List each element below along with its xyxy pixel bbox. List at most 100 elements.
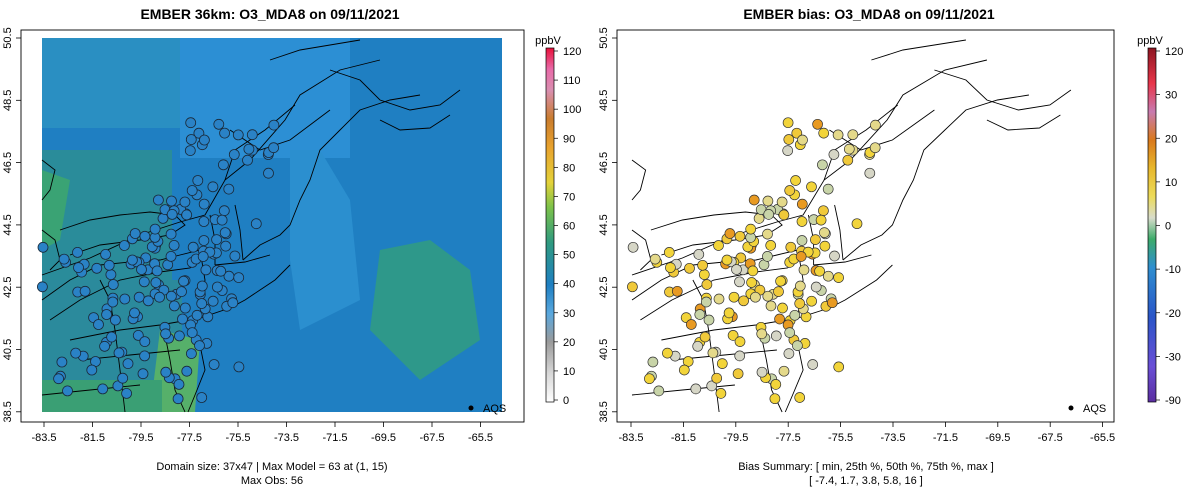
right-site-marker xyxy=(713,293,725,305)
right-site-marker xyxy=(794,298,806,309)
left-site-marker xyxy=(129,307,140,319)
right-site-marker xyxy=(792,340,803,351)
right-map-borders xyxy=(631,39,1072,413)
right-site-marker xyxy=(765,300,777,312)
left-site-marker xyxy=(103,259,115,271)
right-site-marker xyxy=(806,295,817,307)
left-site-marker xyxy=(112,380,124,392)
right-x-tick-label: -83.5 xyxy=(618,432,643,444)
left-site-marker xyxy=(121,387,132,399)
right-site-marker xyxy=(711,372,723,384)
right-site-marker xyxy=(762,290,774,302)
right-site-marker xyxy=(765,240,777,251)
left-site-marker xyxy=(142,295,154,307)
right-x-tick-label: -81.5 xyxy=(671,432,696,444)
right-bias-map xyxy=(617,30,1114,422)
right-site-marker xyxy=(833,272,844,283)
left-site-marker xyxy=(197,251,209,262)
left-site-marker xyxy=(157,212,169,224)
left-site-marker xyxy=(198,134,210,146)
out-of-domain-right xyxy=(502,30,524,422)
left-site-marker xyxy=(139,350,151,362)
right-site-marker xyxy=(785,241,797,253)
left-border-line xyxy=(234,204,244,261)
left-site-marker xyxy=(129,228,141,239)
right-legend-unit: ppbV xyxy=(1137,35,1163,47)
right-site-marker xyxy=(756,328,768,340)
left-site-marker xyxy=(173,378,185,390)
right-aqs-marker-dot xyxy=(1068,405,1074,411)
right-x-tick-label: -79.5 xyxy=(723,432,748,444)
left-site-marker xyxy=(181,365,193,377)
left-border-line xyxy=(41,159,56,201)
right-site-marker xyxy=(647,356,659,368)
right-site-marker xyxy=(627,241,639,253)
right-border-line xyxy=(631,229,652,271)
left-site-marker xyxy=(181,209,193,221)
left-x-tick-label: -69.5 xyxy=(371,432,396,444)
left-site-marker xyxy=(139,336,151,348)
left-site-marker xyxy=(172,393,184,405)
left-chart-title: EMBER 36km: O3_MDA8 on 09/11/2021 xyxy=(140,6,399,22)
left-site-marker xyxy=(187,241,199,253)
left-cb-tick-label: 50 xyxy=(563,250,575,262)
left-cb-tick-label: 100 xyxy=(563,104,581,116)
left-x-tick-label: -79.5 xyxy=(128,432,153,444)
left-site-marker xyxy=(150,277,162,288)
right-site-marker xyxy=(795,251,807,262)
model-field-northwest xyxy=(42,38,192,128)
right-colorbar xyxy=(1147,47,1157,403)
right-y-tick-label: 42.5 xyxy=(598,276,610,297)
right-site-marker xyxy=(773,286,784,297)
left-model-map xyxy=(21,30,524,422)
left-site-marker xyxy=(73,262,84,274)
right-site-marker xyxy=(649,253,661,265)
right-site-marker xyxy=(732,368,744,380)
right-site-marker xyxy=(870,119,881,131)
right-cb-tick-label: 20 xyxy=(1165,133,1177,145)
right-site-marker xyxy=(747,265,759,277)
right-x-tick-label: -65.5 xyxy=(1090,432,1115,444)
left-site-marker xyxy=(176,286,187,298)
right-site-marker xyxy=(818,205,829,217)
left-site-marker xyxy=(179,302,191,314)
left-site-marker xyxy=(185,134,197,145)
right-site-marker xyxy=(796,216,808,227)
right-site-marker xyxy=(715,388,727,399)
left-border-line xyxy=(224,104,296,181)
left-y-tick-label: 46.5 xyxy=(2,152,14,173)
left-site-marker xyxy=(107,279,119,290)
right-y-tick-label: 40.5 xyxy=(598,339,610,360)
left-site-marker xyxy=(56,356,68,368)
right-site-marker xyxy=(819,227,830,238)
right-site-marker xyxy=(810,281,822,293)
right-site-marker xyxy=(807,359,819,370)
left-border-line xyxy=(214,254,271,266)
right-site-marker xyxy=(706,380,718,392)
right-site-marker xyxy=(662,347,673,359)
right-site-marker xyxy=(783,348,795,359)
left-site-marker xyxy=(268,142,280,154)
left-site-marker xyxy=(133,291,145,303)
right-y-tick-label: 38.5 xyxy=(598,401,610,422)
right-site-marker xyxy=(784,185,796,196)
left-x-tick-label: -73.5 xyxy=(274,432,299,444)
right-site-marker xyxy=(847,129,859,141)
right-site-marker xyxy=(822,270,834,282)
left-site-marker xyxy=(58,253,70,265)
left-site-marker xyxy=(97,383,109,395)
right-site-marker xyxy=(782,145,794,156)
left-cb-tick-label: 70 xyxy=(563,191,575,203)
left-site-marker xyxy=(200,264,212,276)
right-cb-tick-label: 120 xyxy=(1165,46,1183,58)
left-site-marker xyxy=(117,372,129,384)
right-site-marker xyxy=(750,291,761,303)
right-site-marker xyxy=(644,373,655,385)
left-site-marker xyxy=(186,185,198,196)
right-site-marker xyxy=(782,117,794,129)
left-y-tick-label: 42.5 xyxy=(2,276,14,297)
left-site-marker xyxy=(229,250,241,262)
right-x-tick-label: -71.5 xyxy=(933,432,958,444)
right-site-marker xyxy=(728,291,740,303)
